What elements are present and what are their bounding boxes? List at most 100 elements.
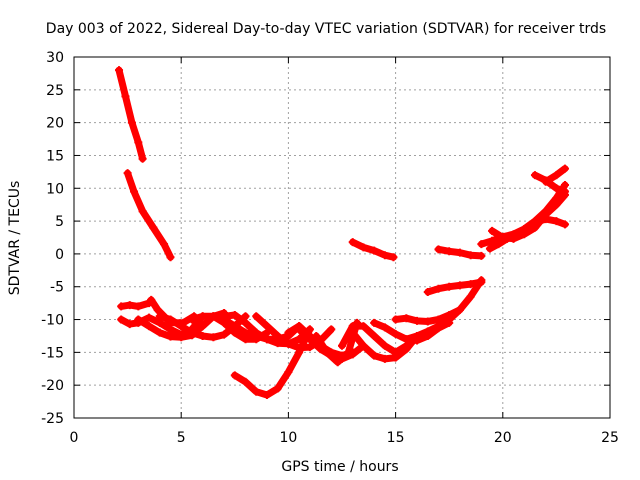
data-point [455, 305, 464, 314]
data-point [166, 315, 175, 324]
data-point [359, 243, 368, 252]
data-point [155, 312, 164, 321]
data-point [252, 312, 261, 321]
data-point [333, 358, 342, 367]
data-point [413, 316, 422, 325]
data-point [284, 328, 293, 337]
data-point [413, 331, 422, 340]
data-point [262, 322, 271, 331]
data-point [262, 391, 271, 400]
data-point [466, 251, 475, 260]
data-point [445, 247, 454, 256]
data-point [423, 287, 432, 296]
data-point [177, 333, 186, 342]
data-point [187, 328, 196, 337]
data-point [160, 240, 169, 249]
series-arc-20 [423, 278, 486, 296]
data-point [359, 322, 368, 331]
data-point [541, 210, 550, 219]
data-point [488, 226, 497, 235]
series-arc-27 [541, 164, 569, 186]
data-point [434, 322, 443, 331]
data-point [509, 234, 518, 243]
y-tick-label: 30 [46, 50, 64, 66]
x-tick-label: 10 [279, 430, 297, 446]
data-point [166, 325, 175, 334]
y-tick-label: 0 [55, 247, 64, 263]
data-point [273, 331, 282, 340]
data-point [134, 138, 143, 147]
series-trace [531, 171, 569, 196]
data-point [305, 343, 314, 352]
data-point [305, 325, 314, 334]
data-point [198, 312, 207, 321]
data-point [541, 177, 550, 186]
data-point [295, 348, 304, 357]
data-point [434, 284, 443, 293]
y-tick-label: 15 [46, 148, 64, 164]
data-point [125, 301, 134, 310]
data-point [485, 244, 494, 253]
series-trace [124, 169, 174, 261]
data-point [445, 282, 454, 291]
series-arc-21 [348, 238, 398, 262]
x-tick-label: 15 [387, 430, 405, 446]
series-arc-2 [123, 169, 175, 262]
data-point [149, 223, 158, 232]
data-point [220, 312, 229, 321]
data-point [153, 305, 162, 314]
data-point [380, 323, 389, 332]
y-tick-label: 10 [46, 181, 64, 197]
data-point [552, 184, 561, 193]
data-point [134, 302, 143, 311]
data-point [380, 354, 389, 363]
x-axis-label: GPS time / hours [281, 459, 398, 475]
data-point [241, 328, 250, 337]
data-point [147, 295, 156, 304]
data-point [455, 281, 464, 290]
data-point [530, 223, 539, 232]
data-point [252, 387, 261, 396]
data-point [391, 353, 400, 362]
series-trace [231, 325, 314, 399]
data-point [370, 318, 379, 327]
data-point [402, 345, 411, 354]
data-point [552, 217, 561, 226]
x-tick-label: 5 [177, 430, 186, 446]
x-tick-label: 25 [601, 430, 619, 446]
data-point [123, 169, 132, 178]
data-point [445, 315, 454, 324]
series-arc-22 [434, 245, 486, 260]
data-point [530, 171, 539, 180]
y-tick-label: -10 [41, 313, 64, 329]
data-point [127, 118, 136, 127]
data-point [230, 322, 239, 331]
data-point [344, 348, 353, 357]
data-point [380, 341, 389, 350]
data-point [273, 384, 282, 393]
data-point [138, 207, 147, 216]
data-point [241, 318, 250, 327]
y-tick-label: -25 [41, 411, 64, 427]
data-point [466, 292, 475, 301]
data-point [230, 310, 239, 319]
data-point [166, 332, 175, 341]
y-tick-label: -5 [50, 280, 64, 296]
data-point [477, 240, 486, 249]
data-point [252, 328, 261, 337]
data-point [552, 200, 561, 209]
data-point [284, 368, 293, 377]
data-point [198, 322, 207, 331]
data-point [466, 280, 475, 289]
data-point [209, 312, 218, 321]
data-point [198, 331, 207, 340]
data-point [560, 220, 569, 229]
data-point [477, 251, 486, 260]
data-point [488, 236, 497, 245]
y-tick-label: 5 [55, 214, 64, 230]
data-point [177, 322, 186, 331]
data-point [187, 315, 196, 324]
data-point [121, 92, 130, 101]
data-point [145, 313, 154, 322]
